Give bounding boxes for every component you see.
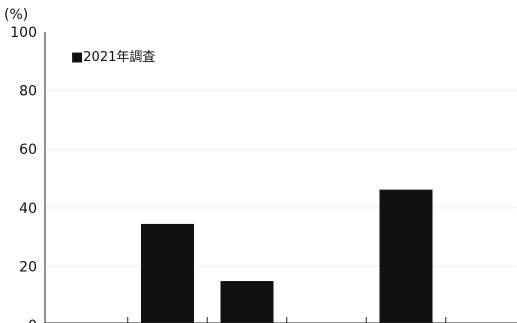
y-tick-label-80: 80 [19,84,37,100]
y-tick-label-0: 0 [28,318,37,323]
gridlines [45,90,517,267]
bars [141,189,433,323]
bar-1 [141,223,194,323]
bar-2 [220,281,274,323]
bar-4 [379,189,433,323]
y-tick-label-40: 40 [19,201,37,217]
legend-entry: ■2021年調査 [71,50,155,65]
y-tick-label-100: 100 [10,25,37,41]
y-tick-label-60: 60 [19,142,37,158]
y-axis-unit-label: (%) [4,7,28,23]
axes [44,32,517,323]
y-tick-label-20: 20 [19,259,37,275]
y-tick-labels: 0 20 40 60 80 100 [10,25,37,323]
